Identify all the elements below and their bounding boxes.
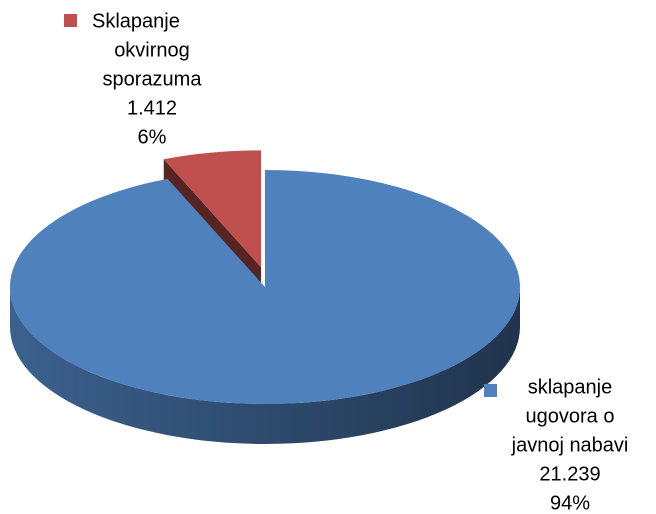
percent-label: 94%: [550, 492, 590, 514]
percent-label: 6%: [138, 126, 167, 148]
value-label: 21.239: [539, 463, 600, 485]
pie-slice: [10, 170, 521, 404]
category-label: sklapanje: [528, 376, 613, 398]
category-label: okvirnog: [114, 39, 190, 61]
category-label: Sklapanje: [92, 10, 180, 32]
category-label: javnoj nabavi: [511, 434, 629, 456]
category-label: sporazuma: [103, 68, 203, 90]
pie-side: [10, 287, 520, 444]
pie-slice: [163, 150, 262, 268]
value-label: 1.412: [127, 97, 177, 119]
legend-swatch: [64, 14, 77, 27]
legend-swatch: [484, 384, 497, 397]
category-label: ugovora o: [526, 405, 615, 427]
